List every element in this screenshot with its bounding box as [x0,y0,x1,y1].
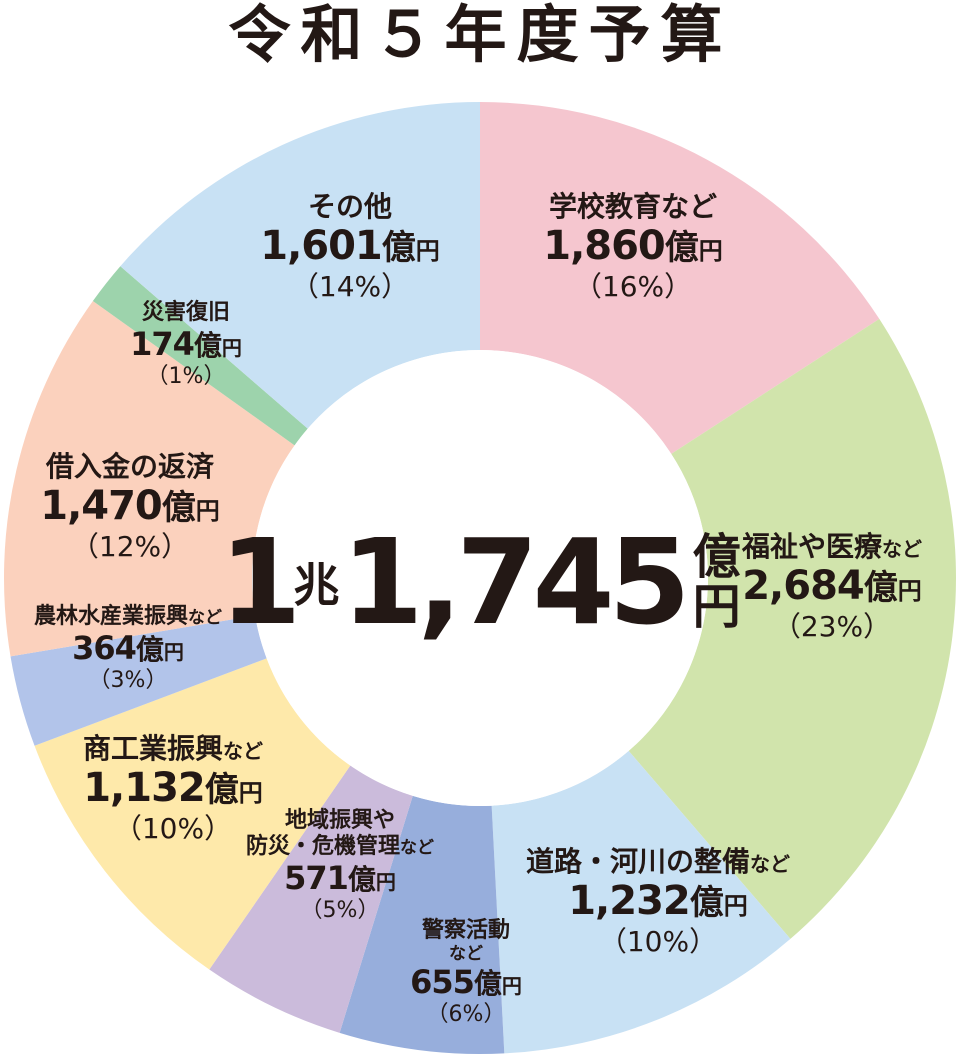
slice-7 [10,615,267,746]
label-police: 警察活動 など 655億円 （6%） [410,918,522,1027]
donut-hole [252,350,708,806]
slice-8 [3,301,295,657]
label-regional-disaster: 地域振興や 防災・危機管理など 571億円 （5%） [245,808,435,923]
label-school-education: 学校教育など 1,860億円 （16%） [543,190,723,304]
total-amount: 1 兆 1,745 億円 [219,513,741,651]
slice-10 [120,102,480,429]
slice-9 [92,266,308,446]
slice-3 [491,750,791,1054]
label-commerce-industry: 商工業振興など 1,132億円 （10%） [82,732,264,846]
label-roads-rivers: 道路・河川の整備など 1,232億円 （10%） [525,845,791,959]
chart-title: 令和５年度予算 [228,0,733,71]
label-disaster-recovery: 災害復旧 174億円 （1%） [130,300,242,389]
slice-5 [209,765,413,1033]
slice-4 [339,795,505,1054]
label-debt-repayment: 借入金の返済 1,470億円 （12%） [40,450,220,564]
slice-6 [34,658,351,970]
slice-2 [628,318,956,939]
label-welfare-medical: 福祉や医療など 2,684億円 （23%） [741,530,923,644]
label-other: その他 1,601億円 （14%） [260,190,440,304]
label-agriculture: 農林水産業振興など 364億円 （3%） [33,604,223,693]
slice-1 [480,102,880,454]
